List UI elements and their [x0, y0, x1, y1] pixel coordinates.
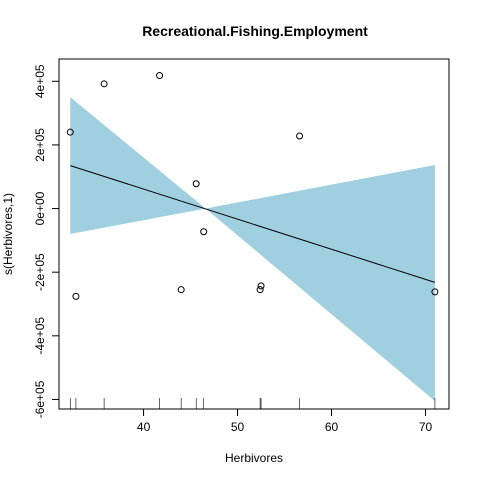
rug-layer — [69, 398, 436, 409]
data-point — [257, 282, 265, 290]
data-point — [72, 292, 80, 300]
y-tick-label: -6e+05 — [33, 380, 47, 418]
data-point — [296, 132, 304, 140]
data-point — [177, 286, 185, 294]
x-tick-label: 40 — [137, 420, 151, 434]
data-point — [200, 228, 208, 236]
x-tick-label: 60 — [325, 420, 339, 434]
confidence-band-layer — [70, 97, 435, 402]
data-point — [100, 80, 108, 88]
y-tick-label: -2e+05 — [33, 253, 47, 291]
x-axis: 40 50 60 70 — [137, 409, 433, 434]
x-tick-label: 50 — [231, 420, 245, 434]
y-axis: -6e+05 -4e+05 -2e+05 0e+00 2e+05 4e+05 — [33, 64, 59, 418]
y-tick-label: 0e+00 — [33, 191, 47, 225]
data-point — [431, 288, 439, 296]
plot-frame — [58, 58, 450, 410]
fit-line — [70, 165, 436, 283]
y-tick-label: 2e+05 — [33, 128, 47, 162]
data-point — [256, 286, 264, 294]
x-axis-label: Herbivores — [225, 451, 283, 465]
data-point — [66, 128, 74, 136]
y-tick-label: 4e+05 — [33, 64, 47, 98]
x-tick-label: 70 — [419, 420, 433, 434]
points-layer — [66, 72, 439, 300]
confidence-band — [70, 97, 435, 402]
chart-title: Recreational.Fishing.Employment — [142, 23, 368, 39]
data-point — [156, 72, 164, 80]
data-point — [192, 180, 200, 188]
y-tick-label: -4e+05 — [33, 317, 47, 355]
y-axis-label: s(Herbivores,1) — [1, 193, 15, 275]
fit-line-layer — [70, 165, 436, 283]
